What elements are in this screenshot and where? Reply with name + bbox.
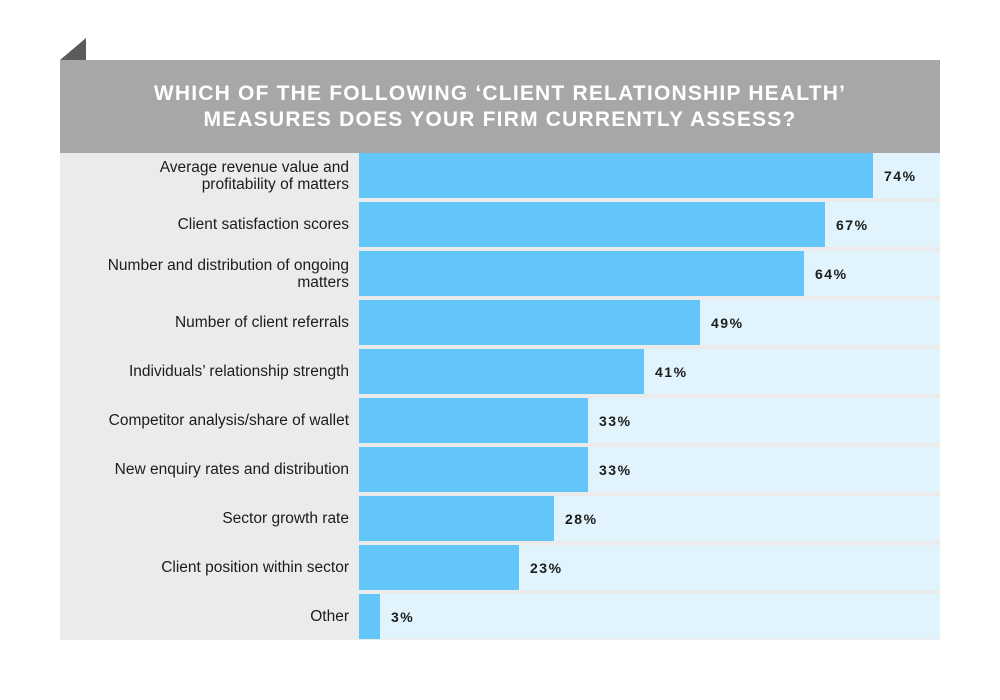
bar-value-label: 33% <box>599 412 632 429</box>
bar-value-label: 41% <box>655 363 688 380</box>
category-label: Individuals’ relationship strength <box>60 349 349 394</box>
bar-value-label: 67% <box>836 216 869 233</box>
bar <box>359 496 554 541</box>
category-label-line: Client position within sector <box>161 559 349 576</box>
category-label-line: New enquiry rates and distribution <box>114 461 349 478</box>
category-label-line: matters <box>297 273 349 291</box>
bar-value-label: 49% <box>711 314 744 331</box>
bar-row: Average revenue value and profitability o… <box>60 153 940 198</box>
bar-row: Individuals’ relationship strength 41% <box>60 349 940 394</box>
category-label: Competitor analysis/share of wallet <box>60 398 349 443</box>
bar-value-label: 64% <box>815 265 848 282</box>
bar-row: Number of client referrals 49% <box>60 300 940 345</box>
category-label: New enquiry rates and distribution <box>60 447 349 492</box>
bar-value-label: 28% <box>565 510 598 527</box>
chart-title-line-2: MEASURES DOES YOUR FIRM CURRENTLY ASSESS… <box>203 107 797 131</box>
bar <box>359 202 825 247</box>
chart-title-banner: WHICH OF THE FOLLOWING ‘CLIENT RELATIONS… <box>60 60 940 153</box>
category-label: Client satisfaction scores <box>60 202 349 247</box>
corner-tab-decoration <box>60 38 86 60</box>
category-label: Other <box>60 594 349 639</box>
category-label-line: Sector growth rate <box>222 510 349 527</box>
bar-track <box>359 594 940 639</box>
bar <box>359 447 588 492</box>
bar <box>359 398 588 443</box>
bar-value-label: 23% <box>530 559 563 576</box>
bar-row: Other 3% <box>60 594 940 639</box>
bar-row: Number and distribution of ongoing matter… <box>60 251 940 296</box>
bar <box>359 300 700 345</box>
category-label-line: Individuals’ relationship strength <box>129 363 349 380</box>
bar-row: Competitor analysis/share of wallet 33% <box>60 398 940 443</box>
bar <box>359 594 380 639</box>
bar <box>359 349 644 394</box>
chart-title-line-1: WHICH OF THE FOLLOWING ‘CLIENT RELATIONS… <box>153 81 847 105</box>
category-label: Client position within sector <box>60 545 349 590</box>
category-label: Average revenue value and profitability o… <box>60 153 349 198</box>
bar-row: Sector growth rate 28% <box>60 496 940 541</box>
bar-chart: Average revenue value and profitability o… <box>60 153 940 640</box>
category-label-line: Client satisfaction scores <box>177 216 349 233</box>
category-label-line: profitability of matters <box>201 175 349 193</box>
category-label: Sector growth rate <box>60 496 349 541</box>
bar-row: New enquiry rates and distribution 33% <box>60 447 940 492</box>
bar <box>359 251 804 296</box>
bar-row: Client position within sector 23% <box>60 545 940 590</box>
bar-value-label: 33% <box>599 461 632 478</box>
bar <box>359 153 873 198</box>
category-label-line: Number and distribution of ongoing <box>107 256 349 274</box>
bar <box>359 545 519 590</box>
bar-row: Client satisfaction scores 67% <box>60 202 940 247</box>
bar-value-label: 74% <box>884 167 917 184</box>
category-label-line: Other <box>310 608 349 625</box>
category-label-line: Number of client referrals <box>174 314 349 331</box>
bar-value-label: 3% <box>391 608 415 625</box>
category-label: Number of client referrals <box>60 300 349 345</box>
category-label: Number and distribution of ongoing matter… <box>60 251 349 296</box>
category-label-line: Competitor analysis/share of wallet <box>108 412 349 429</box>
category-label-line: Average revenue value and <box>159 158 349 176</box>
